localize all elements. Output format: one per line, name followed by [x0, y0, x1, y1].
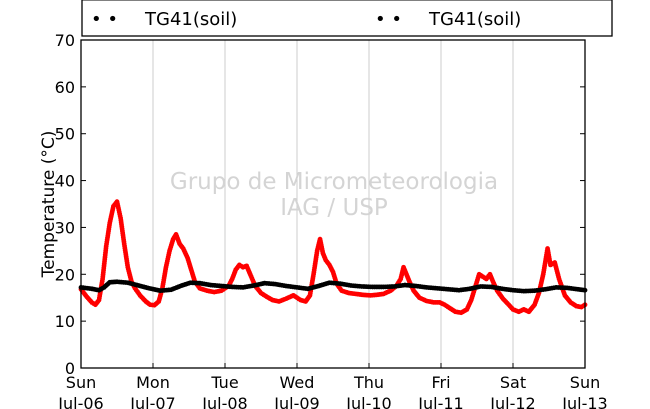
watermark-line-2: IAG / USP — [280, 195, 388, 221]
x-tick-label: Mon — [136, 373, 170, 392]
y-tick-label: 50 — [55, 125, 75, 144]
x-tick-label: Thu — [353, 373, 384, 392]
y-tick-label: 20 — [55, 265, 75, 284]
series-2 — [78, 279, 588, 294]
watermark: Grupo de Micrometeorologia IAG / USP — [170, 169, 498, 221]
y-tick-label: 40 — [55, 172, 75, 191]
y-tick-label: 10 — [55, 312, 75, 331]
legend-frame — [81, 0, 613, 37]
watermark-line-1: Grupo de Micrometeorologia — [170, 169, 498, 195]
x-tick-label: Jul-09 — [273, 394, 319, 409]
x-tick-label: Sun — [570, 373, 600, 392]
plot-frame — [80, 39, 586, 369]
x-tick-label: Tue — [210, 373, 238, 392]
x-tick-label: Jul-06 — [57, 394, 103, 409]
data-series — [78, 199, 588, 316]
x-tick-label: Jul-11 — [417, 394, 463, 409]
legend-marker-2: • • — [375, 9, 402, 30]
plot-area — [81, 40, 585, 368]
x-tick-label: Wed — [280, 373, 315, 392]
y-tick-label: 0 — [65, 359, 75, 378]
x-tick-label: Jul-08 — [201, 394, 247, 409]
legend-label-1: TG41(soil) — [144, 9, 237, 30]
legend: • • TG41(soil) • • TG41(soil) — [81, 0, 613, 37]
x-tick-label: Sun — [66, 373, 96, 392]
x-tick-label: Sat — [500, 373, 526, 392]
grid-lines — [152, 40, 514, 368]
legend-marker-1: • • — [91, 9, 118, 30]
legend-label-2: TG41(soil) — [428, 9, 521, 30]
x-tick-label: Jul-12 — [489, 394, 535, 409]
series-1 — [78, 199, 588, 316]
y-tick-label: 70 — [55, 31, 75, 50]
x-tick-label: Jul-10 — [345, 394, 391, 409]
x-tick-label: Jul-13 — [561, 394, 607, 409]
x-tick-label: Fri — [431, 373, 450, 392]
y-axis-label: Temperature (°C) — [39, 131, 59, 279]
x-tick-label: Jul-07 — [129, 394, 175, 409]
y-tick-label: 60 — [55, 78, 75, 97]
x-axis: Sun Jul-06 Mon Jul-07 Tue Jul-08 Wed Jul-09 Thu J… — [57, 363, 608, 409]
y-axis: 0 10 20 30 40 50 60 70 — [55, 31, 585, 378]
y-tick-label: 30 — [55, 218, 75, 237]
